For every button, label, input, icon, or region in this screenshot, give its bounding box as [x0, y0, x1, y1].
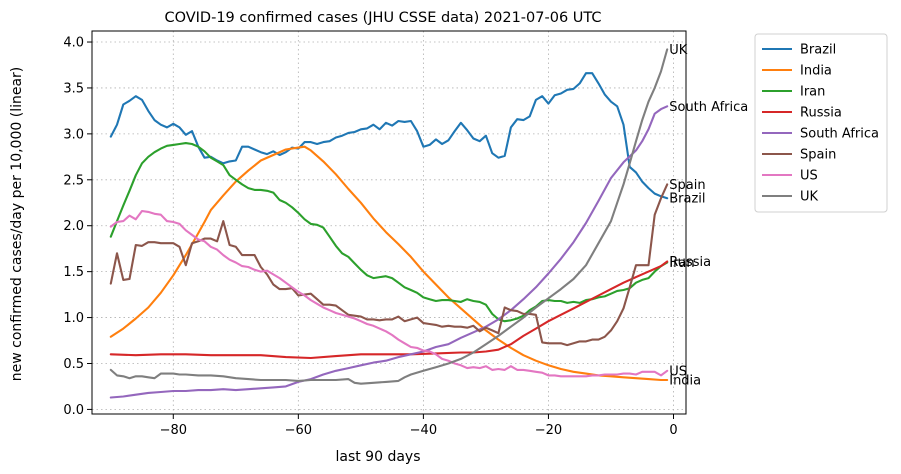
legend-label-india: India	[800, 64, 832, 79]
y-tick-label: 2.0	[63, 219, 84, 234]
end-label-south-africa: South Africa	[669, 100, 748, 115]
series-line-spain	[109, 183, 669, 347]
series-line-us	[109, 209, 669, 378]
end-label-brazil: Brazil	[669, 192, 705, 207]
y-tick-label: 0.5	[63, 357, 84, 372]
legend-label-us: US	[800, 169, 818, 184]
series-line-south-africa	[109, 105, 669, 399]
chart-title: COVID-19 confirmed cases (JHU CSSE data)…	[164, 10, 601, 26]
end-label-uk: UK	[669, 43, 688, 58]
legend-label-brazil: Brazil	[800, 43, 836, 58]
x-tick-label: 0	[669, 423, 677, 438]
y-tick-label: 0.0	[63, 403, 84, 418]
legend: Brazil India Iran Russia South Africa Spain US…	[754, 33, 888, 213]
end-label-russia: Russia	[669, 255, 711, 270]
series-line-brazil	[109, 72, 669, 200]
grid-lines	[92, 31, 686, 414]
series-line-uk	[109, 48, 669, 385]
end-label-spain: Spain	[669, 178, 705, 193]
x-tick-label: −60	[285, 423, 312, 438]
plot-frame	[91, 30, 687, 415]
end-label-india: India	[669, 374, 701, 389]
end-label-iran: Iran	[669, 256, 694, 271]
series-lines	[109, 48, 669, 399]
legend-label-spain: Spain	[800, 148, 836, 163]
y-axis-title: new confirmed cases/day per 10,000 (line…	[9, 67, 25, 382]
y-tick-label: 4.0	[63, 36, 84, 51]
end-label-us: US	[669, 364, 687, 379]
legend-label-south-africa: South Africa	[800, 127, 879, 142]
series-line-russia	[109, 260, 669, 360]
y-axis: 0.0 0.5 1.0 1.5 2.0 2.5 3.0 3.5 4.0	[63, 36, 92, 418]
y-tick-label: 1.5	[63, 265, 84, 280]
legend-frame	[754, 33, 888, 213]
y-tick-label: 2.5	[63, 173, 84, 188]
series-line-iran	[109, 142, 669, 323]
legend-label-uk: UK	[800, 190, 819, 205]
y-tick-label: 3.5	[63, 81, 84, 96]
series-line-india	[109, 145, 669, 382]
x-tick-label: −40	[410, 423, 437, 438]
y-tick-label: 3.0	[63, 127, 84, 142]
legend-label-iran: Iran	[800, 85, 825, 100]
x-tick-label: −80	[160, 423, 187, 438]
y-tick-label: 1.0	[63, 311, 84, 326]
x-tick-label: −20	[535, 423, 562, 438]
x-axis-title: last 90 days	[335, 449, 420, 465]
x-axis: −80 −60 −40 −20 0	[160, 414, 678, 438]
legend-label-russia: Russia	[800, 106, 842, 121]
